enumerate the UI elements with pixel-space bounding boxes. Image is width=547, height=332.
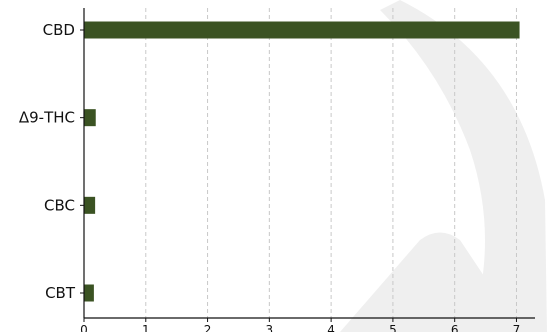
bar-2	[84, 196, 96, 214]
x-tick-labels: 0 1 2 3 4 5 6 7	[80, 318, 520, 332]
y-tick-label-2: CBC	[44, 196, 75, 214]
y-tick-label-0: CBD	[43, 21, 75, 39]
x-tick-label-0: 0	[80, 323, 88, 332]
bar-1	[84, 109, 96, 127]
x-tick-label-4: 4	[327, 323, 335, 332]
grid-lines	[145, 8, 517, 318]
bar-0	[84, 21, 520, 39]
x-tick-label-6: 6	[451, 323, 459, 332]
bar-3	[84, 284, 94, 302]
bars	[84, 21, 520, 302]
y-tick-label-1: Δ9-THC	[19, 109, 75, 127]
x-tick-label-5: 5	[389, 323, 397, 332]
y-tick-labels: CBD Δ9-THC CBC CBT	[19, 21, 84, 302]
axes	[83, 8, 535, 319]
x-tick-label-3: 3	[266, 323, 274, 332]
x-tick-label-2: 2	[204, 323, 212, 332]
x-tick-label-1: 1	[142, 323, 150, 332]
y-tick-label-3: CBT	[45, 284, 76, 302]
background-watermark	[340, 0, 547, 332]
x-tick-label-7: 7	[513, 323, 521, 332]
